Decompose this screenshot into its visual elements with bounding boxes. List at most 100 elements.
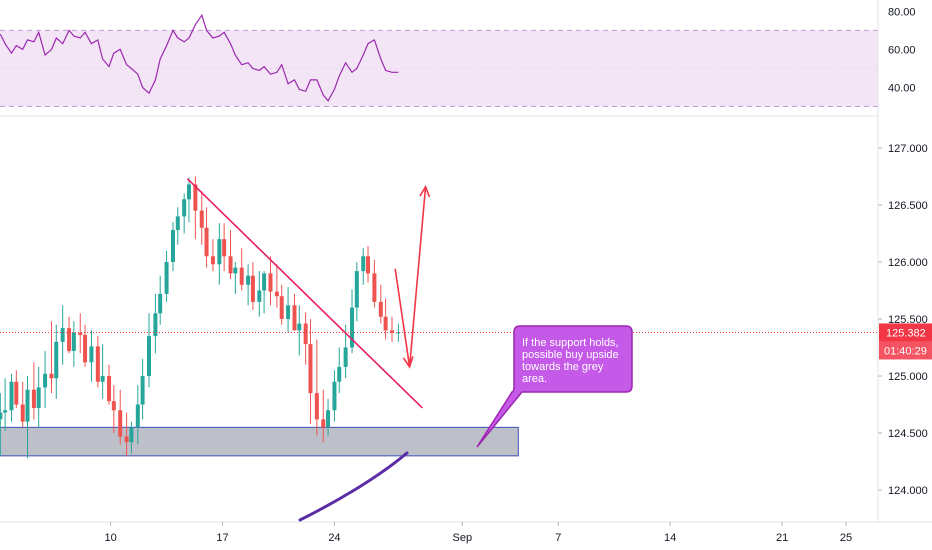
candle-body bbox=[228, 256, 233, 274]
curve-drawing[interactable] bbox=[298, 451, 409, 522]
annotation-bubble bbox=[476, 325, 633, 448]
annotation-line: towards the grey bbox=[522, 361, 604, 373]
last-price-tag bbox=[879, 323, 932, 342]
rsi-axis-tick-label: 60.00 bbox=[888, 44, 916, 56]
arrow-shaft bbox=[394, 268, 411, 368]
time-axis-tick-label: 21 bbox=[776, 532, 788, 544]
candle-body bbox=[158, 293, 163, 314]
candle-body bbox=[378, 301, 383, 317]
rsi-axis-tick-label: 40.00 bbox=[888, 82, 916, 94]
time-axis[interactable]: 10 17 24 Sep 7 14 21 25 bbox=[0, 521, 932, 544]
candle-body bbox=[31, 389, 36, 408]
candle-body bbox=[361, 256, 366, 272]
candle-body bbox=[204, 227, 209, 257]
countdown-tag bbox=[879, 341, 932, 360]
candle-body bbox=[20, 404, 25, 422]
candle-body bbox=[146, 336, 151, 377]
time-axis-tick-label: 14 bbox=[664, 532, 676, 544]
time-axis-tick-label: 24 bbox=[328, 532, 340, 544]
arrow-shaft bbox=[408, 186, 427, 367]
rsi-panel[interactable] bbox=[0, 13, 878, 107]
candle-body bbox=[107, 376, 112, 402]
time-axis-tick-label: 25 bbox=[840, 532, 852, 544]
price-axis-tick-label: 126.500 bbox=[888, 200, 928, 212]
candle-body bbox=[0, 412, 3, 420]
candle-body bbox=[389, 330, 394, 333]
price-axis-tick-label: 125.500 bbox=[888, 314, 928, 326]
candle-body bbox=[89, 346, 94, 363]
rsi-axis[interactable]: 80.00 60.00 40.00 bbox=[888, 6, 916, 94]
price-axis-tick-label: 125.000 bbox=[888, 371, 928, 383]
candle-body bbox=[43, 373, 48, 388]
candle-body bbox=[49, 373, 54, 379]
candle-body bbox=[354, 271, 359, 308]
candle-body bbox=[14, 381, 19, 405]
candle-body bbox=[54, 341, 59, 379]
candle-body bbox=[67, 328, 72, 351]
candle-body bbox=[303, 323, 308, 345]
annotation-line: If the support holds, bbox=[522, 337, 619, 349]
candle-body bbox=[332, 381, 337, 411]
candle-body bbox=[25, 389, 30, 422]
annotation-line: area. bbox=[522, 373, 547, 385]
candle-body bbox=[199, 210, 204, 228]
support-zone[interactable] bbox=[0, 426, 519, 457]
price-axis-tick-label: 127.000 bbox=[888, 143, 928, 155]
candle-body bbox=[95, 346, 100, 382]
annotation-callout[interactable]: If the support holds, possible buy upside… bbox=[476, 325, 633, 448]
arrows[interactable] bbox=[394, 184, 431, 369]
time-axis-tick-label: 7 bbox=[555, 532, 561, 544]
candle-body bbox=[210, 256, 215, 265]
price-axis-tick-label: 124.000 bbox=[888, 485, 928, 497]
candle-body bbox=[268, 273, 273, 292]
candle-body bbox=[135, 404, 140, 428]
candle-body bbox=[36, 387, 41, 408]
candle-body bbox=[78, 332, 83, 335]
candle-body bbox=[257, 290, 262, 302]
candle-body bbox=[350, 307, 355, 348]
candle-body bbox=[71, 332, 76, 351]
time-axis-tick-label: 17 bbox=[216, 532, 228, 544]
candle-body bbox=[175, 216, 180, 231]
candles bbox=[0, 176, 401, 459]
candle-body bbox=[286, 305, 291, 319]
candle-body bbox=[321, 419, 326, 428]
candle-body bbox=[262, 273, 267, 291]
candle-body bbox=[279, 296, 284, 319]
candle-body bbox=[182, 199, 187, 217]
candle-body bbox=[118, 410, 123, 437]
price-tags: 125.382 01:40:29 bbox=[879, 323, 932, 360]
candle-body bbox=[396, 332, 401, 334]
candle-body bbox=[233, 267, 238, 274]
candle-body bbox=[9, 381, 14, 411]
trendline[interactable] bbox=[186, 178, 423, 409]
candle-body bbox=[372, 273, 377, 302]
candle-body bbox=[297, 323, 302, 331]
candle-body bbox=[337, 366, 342, 382]
price-axis[interactable]: 127.000 126.500 126.000 125.500 125.000 124.5… bbox=[877, 0, 928, 522]
candle-body bbox=[383, 316, 388, 331]
candle-body bbox=[124, 436, 129, 443]
candle-body bbox=[140, 376, 145, 405]
candle-body bbox=[292, 305, 297, 331]
annotation-line: possible buy upside bbox=[522, 349, 619, 361]
candle-body bbox=[153, 313, 158, 337]
candle-body bbox=[314, 393, 319, 420]
candle-body bbox=[170, 230, 175, 262]
rsi-axis-tick-label: 80.00 bbox=[888, 6, 916, 18]
last-price-label: 125.382 bbox=[886, 327, 926, 339]
countdown-label: 01:40:29 bbox=[884, 345, 927, 357]
candle-body bbox=[164, 261, 169, 294]
price-panel[interactable]: If the support holds, possible buy upside… bbox=[0, 176, 878, 522]
time-axis-tick-label: 10 bbox=[105, 532, 117, 544]
candle-body bbox=[186, 184, 191, 200]
candle-body bbox=[83, 334, 88, 363]
candle-body bbox=[308, 344, 313, 394]
candle-body bbox=[343, 347, 348, 367]
candle-body bbox=[217, 239, 222, 265]
annotation-text: If the support holds, possible buy upside… bbox=[522, 337, 619, 385]
price-axis-tick-label: 126.000 bbox=[888, 257, 928, 269]
candle-body bbox=[111, 401, 116, 411]
candle-body bbox=[366, 256, 371, 274]
